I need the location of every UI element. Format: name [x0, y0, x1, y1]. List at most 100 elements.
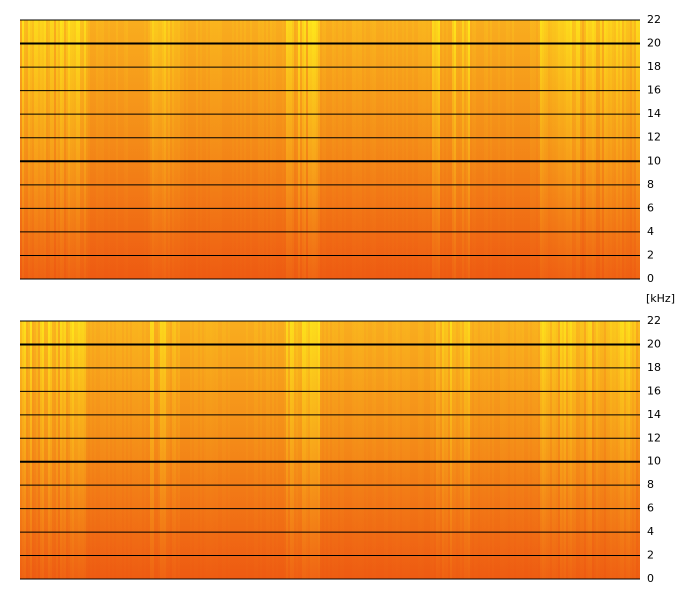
spectrogram-stripe: [454, 321, 456, 579]
spectrogram-stripe: [422, 321, 424, 579]
spectrogram-stripe: [574, 20, 576, 279]
spectrogram-stripe: [276, 321, 278, 579]
spectrogram-stripe: [484, 20, 486, 279]
spectrogram-stripe: [22, 20, 24, 279]
spectrogram-stripe: [30, 321, 32, 579]
spectrogram-stripe: [392, 321, 394, 579]
spectrogram-stripe: [32, 20, 34, 279]
y-tick-label: 10: [647, 455, 661, 468]
spectrogram-stripe: [540, 20, 542, 279]
spectrogram-stripe: [24, 20, 26, 279]
spectrogram-stripe: [544, 321, 546, 579]
spectrogram-stripe: [360, 321, 362, 579]
spectrogram-stripe: [374, 20, 376, 279]
spectrogram-stripe: [594, 321, 596, 579]
spectrogram-stripe: [374, 321, 376, 579]
spectrogram-stripe: [266, 321, 268, 579]
spectrogram-stripe: [168, 321, 170, 579]
spectrogram-stripe: [332, 20, 334, 279]
spectrogram-stripe: [232, 20, 234, 279]
spectrogram-stripe: [372, 20, 374, 279]
spectrogram-stripe: [126, 20, 128, 279]
spectrogram-stripe: [628, 321, 630, 579]
spectrogram-stripe: [574, 321, 576, 579]
spectrogram-stripe: [384, 20, 386, 279]
spectrogram-stripe: [216, 321, 218, 579]
spectrogram-stripe: [68, 20, 70, 279]
spectrogram-stripe: [44, 321, 46, 579]
spectrogram-stripe: [402, 321, 404, 579]
y-tick-label: 8: [647, 478, 654, 491]
spectrogram-stripe: [614, 321, 616, 579]
spectrogram-stripe: [258, 20, 260, 279]
spectrogram-stripe: [632, 20, 634, 279]
spectrogram-stripe: [156, 20, 158, 279]
spectrogram-stripe: [456, 321, 458, 579]
spectrogram-stripe: [236, 20, 238, 279]
spectrogram-stripe: [588, 321, 590, 579]
spectrogram-stripe: [554, 20, 556, 279]
spectrogram-stripe: [598, 321, 600, 579]
spectrogram-stripe: [448, 321, 450, 579]
spectrogram-stripe: [614, 20, 616, 279]
spectrogram-stripe: [150, 20, 152, 279]
spectrogram-stripe: [332, 321, 334, 579]
spectrogram-stripe: [464, 321, 466, 579]
spectrogram-stripe: [24, 321, 26, 579]
spectrogram-stripe: [470, 321, 472, 579]
spectrogram-stripe: [544, 20, 546, 279]
spectrogram-stripe: [74, 321, 76, 579]
spectrogram-stripe: [310, 321, 312, 579]
spectrogram-stripe: [194, 321, 196, 579]
spectrogram-stripe: [508, 20, 510, 279]
spectrogram-stripe: [206, 20, 208, 279]
spectrogram-stripe: [440, 321, 442, 579]
spectrogram-stripe: [112, 321, 114, 579]
spectrogram-stripe: [82, 321, 84, 579]
spectrogram-stripe: [124, 20, 126, 279]
spectrogram-stripe: [636, 20, 638, 279]
spectrogram-stripe: [178, 20, 180, 279]
spectrogram-stripe: [86, 20, 88, 279]
spectrogram-stripe: [144, 321, 146, 579]
spectrogram-stripe: [610, 20, 612, 279]
spectrogram-stripe: [622, 321, 624, 579]
spectrogram-stripe: [26, 20, 28, 279]
spectrogram-stripe: [466, 20, 468, 279]
spectrogram-stripe: [344, 20, 346, 279]
spectrogram-stripe: [528, 321, 530, 579]
spectrogram-stripe: [632, 321, 634, 579]
spectrogram-stripe: [254, 321, 256, 579]
spectrogram-stripe: [134, 321, 136, 579]
y-tick-label: 12: [647, 131, 661, 144]
spectrogram-stripe: [104, 321, 106, 579]
spectrogram-stripe: [476, 321, 478, 579]
spectrogram-stripe: [70, 20, 72, 279]
spectrogram-stripe: [608, 321, 610, 579]
spectrogram-stripe: [150, 321, 152, 579]
spectrogram-stripe: [434, 20, 436, 279]
spectrogram-stripe: [314, 321, 316, 579]
spectrogram-stripe: [86, 321, 88, 579]
spectrogram-stripe: [402, 20, 404, 279]
spectrogram-stripe: [572, 321, 574, 579]
spectrogram-stripe: [618, 321, 620, 579]
spectrogram-stripe: [556, 321, 558, 579]
spectrogram-stripe: [80, 321, 82, 579]
spectrogram-stripe: [634, 20, 636, 279]
spectrogram-stripe: [362, 321, 364, 579]
spectrogram-stripe: [34, 20, 36, 279]
spectrogram-stripe: [320, 321, 322, 579]
spectrogram-stripe: [504, 321, 506, 579]
y-tick-label: 2: [647, 549, 654, 562]
spectrogram-stripe: [442, 20, 444, 279]
spectrogram-stripe: [256, 321, 258, 579]
spectrogram-stripe: [616, 321, 618, 579]
spectrogram-stripe: [556, 20, 558, 279]
y-tick-label: 18: [647, 60, 661, 73]
spectrogram-stripe: [282, 20, 284, 279]
spectrogram-stripe: [174, 321, 176, 579]
spectrogram-background: [20, 20, 640, 279]
spectrogram-stripe: [116, 20, 118, 279]
spectrogram-stripe: [550, 20, 552, 279]
